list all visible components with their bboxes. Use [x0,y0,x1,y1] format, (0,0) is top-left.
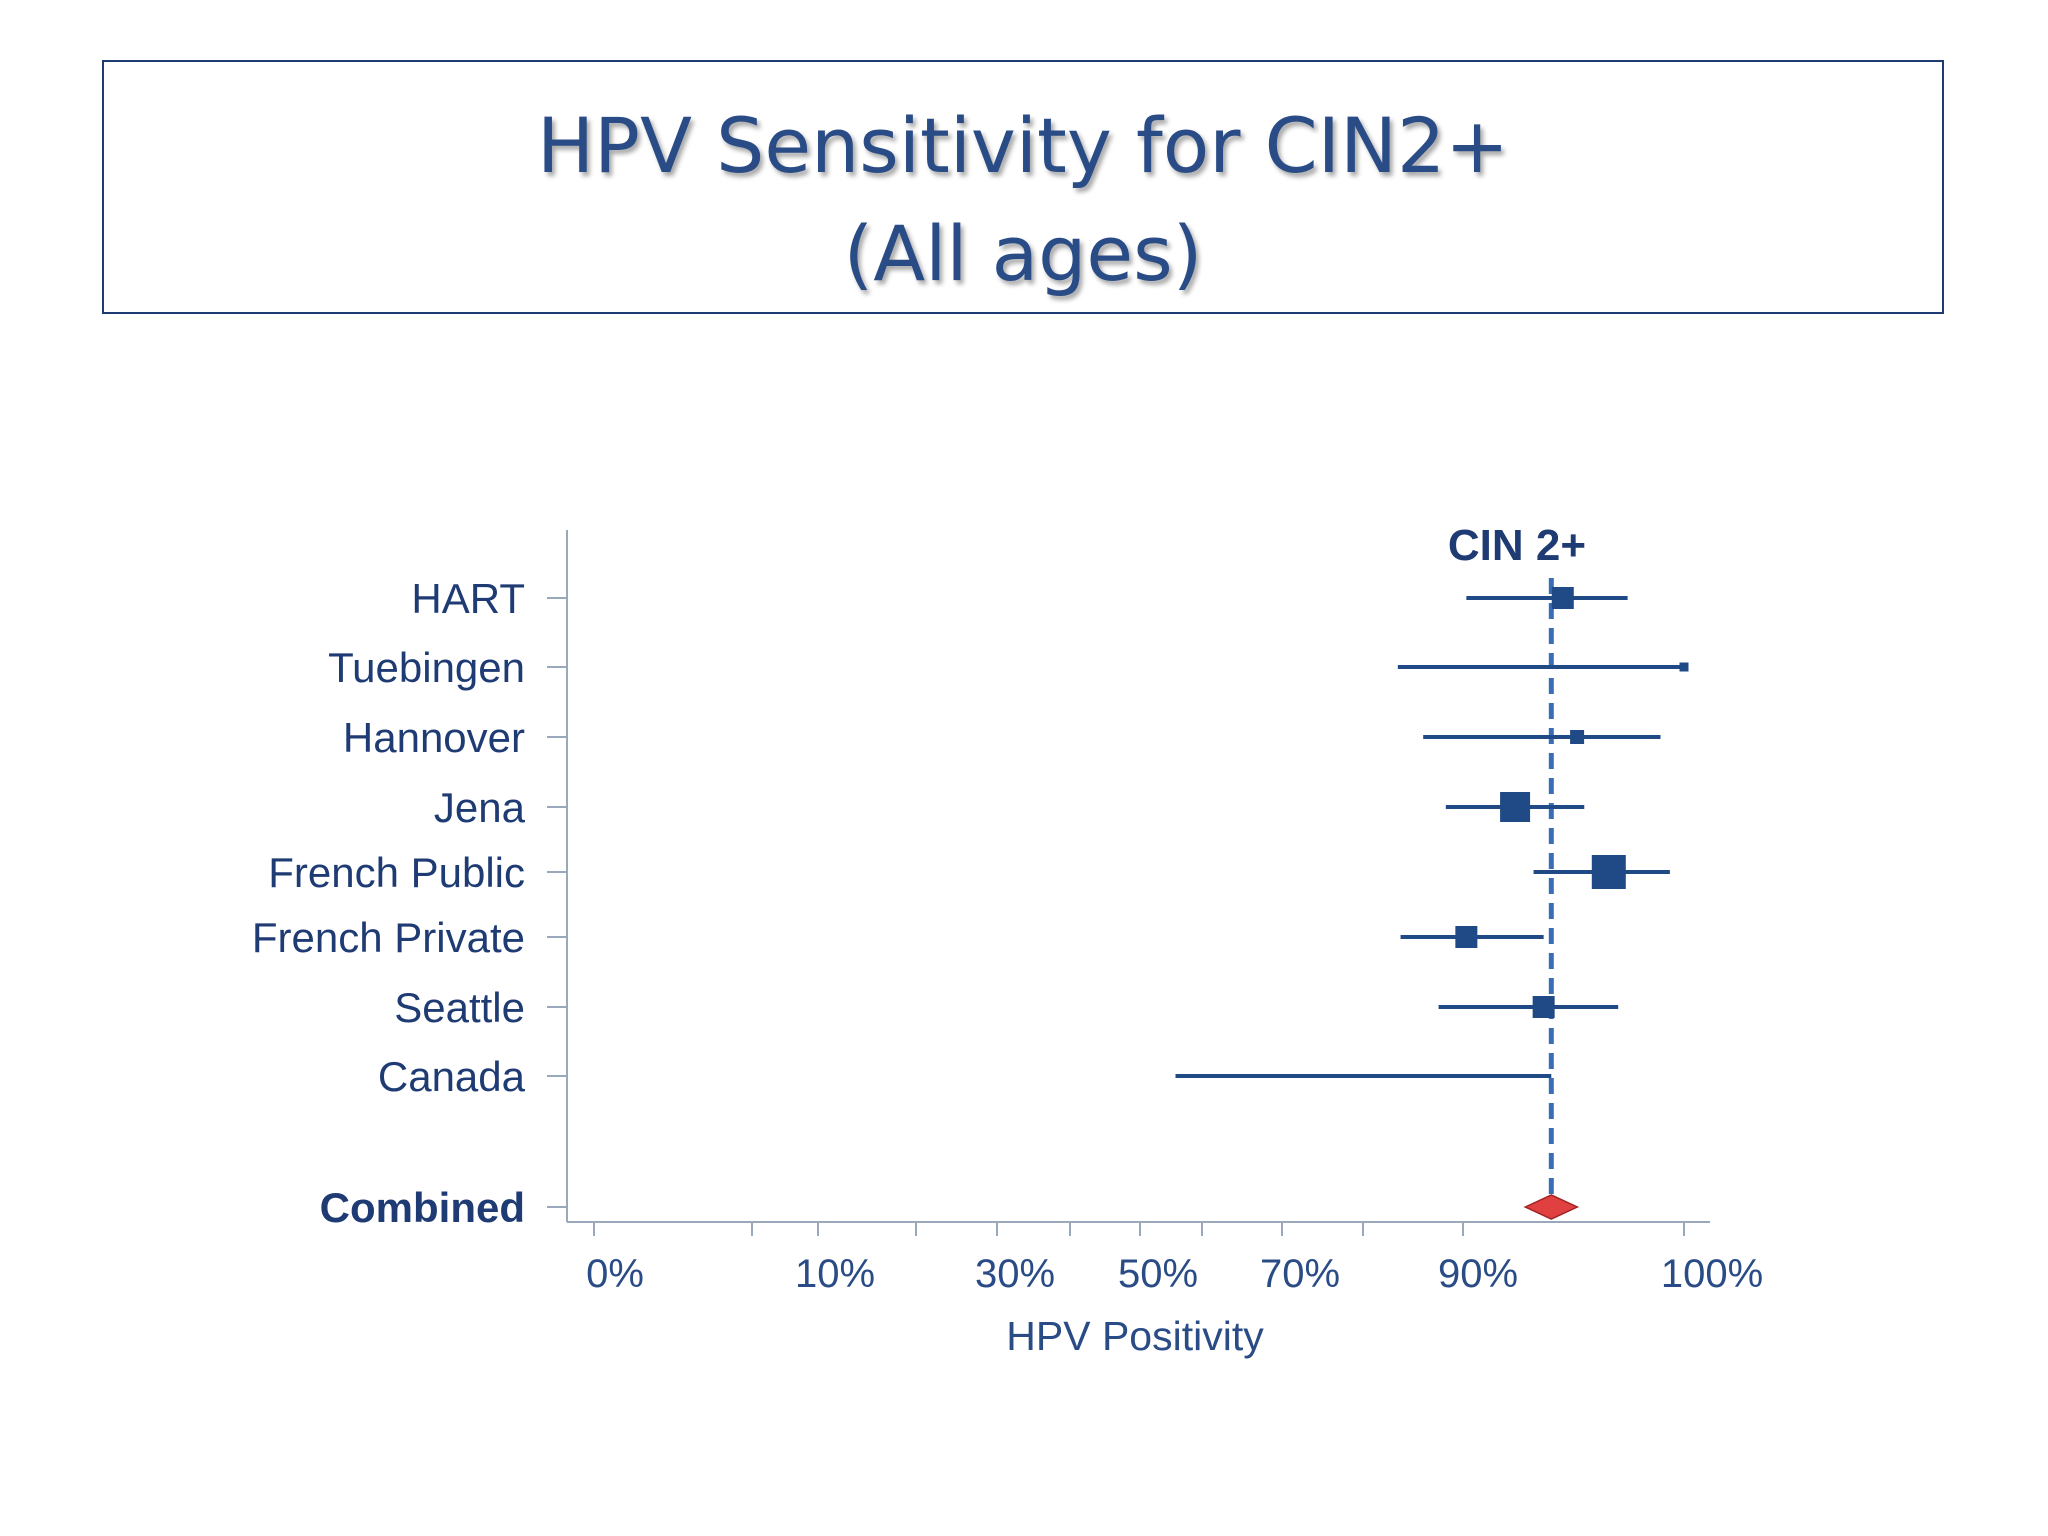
combined-diamond [1523,1194,1580,1220]
study-label: French Public [268,849,525,896]
series-label: CIN 2+ [1448,521,1586,570]
point-estimate [1679,662,1689,672]
study-label: Seattle [394,984,525,1031]
x-ticks: 0% 10% 30% 50% 70% 90% 100% [586,1222,1763,1296]
x-tick-label: 10% [795,1252,875,1296]
slide-title: HPV Sensitivity for CIN2+ [537,101,1509,190]
x-tick-label: 0% [586,1252,644,1296]
point-estimate [1500,792,1531,822]
x-tick-label: 30% [975,1252,1055,1296]
title-box: HPV Sensitivity for CIN2+ (All ages) [102,60,1944,314]
point-estimate [1455,926,1478,948]
x-axis-title: HPV Positivity [1006,1313,1264,1359]
x-tick-label: 70% [1260,1252,1340,1296]
point-estimate [1591,855,1626,889]
study-label: French Private [252,914,525,961]
study-label: Tuebingen [328,644,525,691]
x-tick-label: 50% [1118,1252,1198,1296]
combined-label: Combined [320,1184,525,1231]
study-label: Canada [378,1053,526,1100]
study-rows: HART Tuebingen Hannover Jena French Public Fr… [252,575,1689,1231]
axes [547,530,1710,1223]
study-label: HART [411,575,525,622]
x-tick-label: 100% [1661,1252,1763,1296]
point-estimate [1551,587,1574,609]
point-estimate [1532,996,1555,1018]
slide-subtitle: (All ages) [843,209,1203,298]
point-estimate [1570,730,1585,744]
x-tick-label: 90% [1438,1252,1518,1296]
study-label: Jena [434,784,526,831]
study-label: Hannover [343,714,525,761]
